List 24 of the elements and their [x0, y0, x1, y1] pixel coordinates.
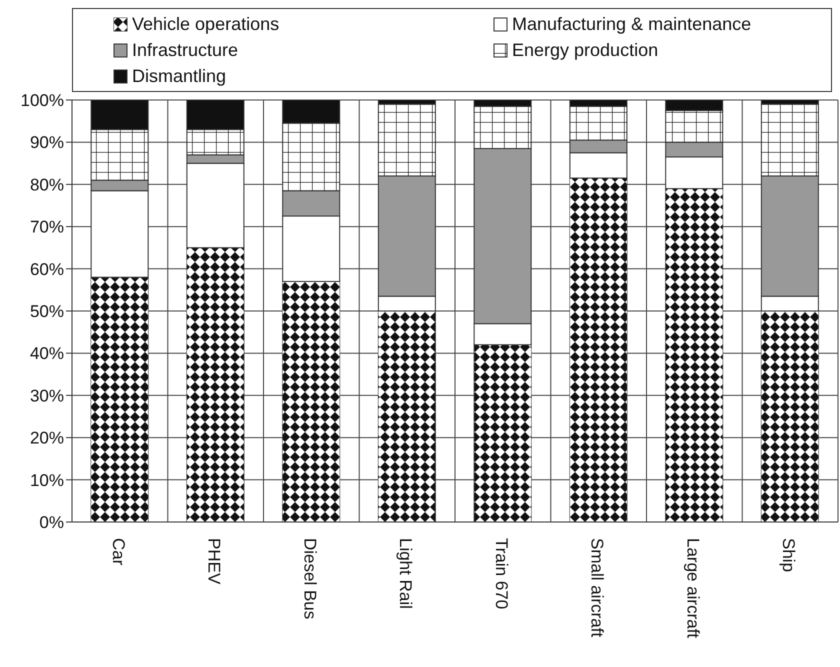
- y-tick-label: 0%: [39, 513, 64, 532]
- y-tick-label: 80%: [30, 175, 64, 194]
- x-tick-label: Light Rail: [396, 538, 416, 609]
- x-tick-label: Train 670: [492, 538, 511, 610]
- legend-label: Infrastructure: [132, 40, 238, 60]
- y-tick-label: 20%: [30, 428, 64, 448]
- y-tick-label: 40%: [30, 344, 64, 364]
- legend-label: Manufacturing & maintenance: [512, 14, 752, 34]
- x-tick-label: Car: [108, 538, 128, 566]
- y-tick-label: 10%: [30, 470, 64, 490]
- y-tick-label: 90%: [30, 133, 64, 152]
- legend-label: Vehicle operations: [132, 14, 280, 34]
- x-tick-label: Diesel Bus: [300, 538, 320, 620]
- x-tick-label: Ship: [779, 538, 798, 572]
- y-tick-label: 100%: [20, 91, 64, 110]
- x-tick-label: Large aircraft: [683, 538, 702, 638]
- x-tick-label: Small aircraft: [588, 538, 607, 638]
- y-tick-label: 60%: [30, 260, 64, 279]
- y-tick-label: 30%: [30, 386, 64, 406]
- x-tick-label: PHEV: [204, 538, 224, 585]
- y-tick-label: 50%: [30, 302, 64, 322]
- y-tick-label: 70%: [30, 218, 64, 237]
- legend-label: Dismantling: [132, 66, 226, 86]
- legend-label: Energy production: [512, 40, 658, 60]
